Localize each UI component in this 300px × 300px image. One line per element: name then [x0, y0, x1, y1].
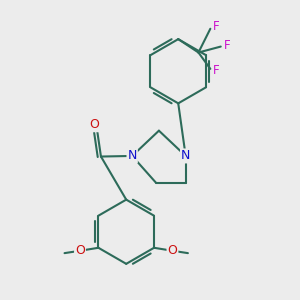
Text: O: O — [89, 118, 99, 131]
Text: O: O — [167, 244, 177, 257]
Text: N: N — [128, 149, 137, 162]
Text: N: N — [181, 149, 190, 162]
Text: F: F — [213, 64, 220, 77]
Text: F: F — [213, 20, 220, 33]
Text: O: O — [75, 244, 85, 257]
Text: F: F — [224, 39, 231, 52]
